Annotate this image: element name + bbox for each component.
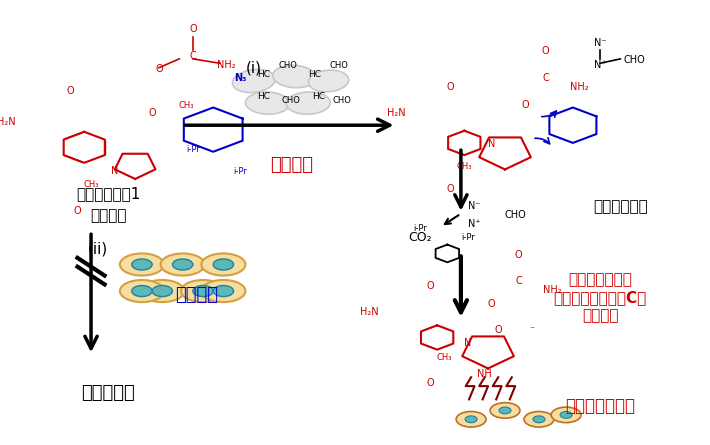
Text: N⁺: N⁺ [468,219,481,229]
Text: N₃: N₃ [234,73,246,83]
Text: N⁺: N⁺ [594,60,606,70]
Text: CO₂: CO₂ [408,231,432,244]
Text: O: O [488,299,496,308]
Text: C: C [190,51,196,61]
Text: N: N [111,166,119,176]
Ellipse shape [246,92,290,114]
Ellipse shape [181,280,225,302]
Ellipse shape [499,407,511,414]
Text: CH₃: CH₃ [83,180,99,189]
Text: 抗がん活性分子: 抗がん活性分子 [568,272,632,287]
Text: ジアゾ化合物: ジアゾ化合物 [593,199,648,214]
Text: O: O [67,86,75,96]
Text: N⁻: N⁻ [468,201,481,211]
Ellipse shape [524,412,554,427]
Text: がん細胞を殺す: がん細胞を殺す [565,397,635,415]
Ellipse shape [132,286,152,296]
Ellipse shape [141,280,185,302]
Text: NH: NH [477,369,492,379]
Text: O: O [447,183,454,194]
Text: (ii): (ii) [88,242,108,256]
Text: プロドラッグ1: プロドラッグ1 [76,186,140,201]
Text: 毒性なし: 毒性なし [89,208,126,223]
Text: 反応しない: 反応しない [81,384,135,402]
Ellipse shape [490,403,520,418]
Ellipse shape [465,416,477,423]
Ellipse shape [202,254,246,275]
Text: O: O [447,82,454,92]
Text: HC: HC [312,92,325,101]
Text: NH₂: NH₂ [570,82,589,92]
Text: HC: HC [308,69,322,79]
Text: CHO: CHO [333,96,351,105]
Ellipse shape [456,412,486,427]
Text: N: N [464,338,471,348]
Text: CHO: CHO [623,55,645,65]
Text: O: O [427,378,435,388]
Text: i-Pr: i-Pr [186,145,200,154]
Text: NH₂: NH₂ [217,60,236,70]
Text: NH₂: NH₂ [543,285,562,295]
Ellipse shape [213,286,234,296]
Text: CH₃: CH₃ [436,352,452,362]
Text: O: O [189,24,197,34]
Ellipse shape [551,407,581,423]
Text: CHO: CHO [329,61,348,70]
Text: C: C [542,73,549,83]
Ellipse shape [202,280,246,302]
Ellipse shape [120,254,164,275]
Text: C: C [515,276,522,287]
Text: i-Pr: i-Pr [234,167,247,176]
Text: 正常細胞: 正常細胞 [175,287,218,304]
Text: 毒性示す: 毒性示す [581,308,618,323]
Text: HC: HC [258,69,271,79]
Text: ⁻: ⁻ [530,325,535,335]
Ellipse shape [308,70,349,92]
Text: H₂N: H₂N [0,117,16,127]
Text: H₂N: H₂N [360,307,378,317]
Ellipse shape [286,92,330,114]
Text: O: O [427,281,435,291]
Ellipse shape [173,259,193,270]
Text: O: O [542,46,550,57]
Text: がん細胞: がん細胞 [270,156,312,174]
Ellipse shape [560,412,572,418]
Ellipse shape [120,280,164,302]
Ellipse shape [152,286,173,296]
Text: O: O [148,109,156,118]
Text: O: O [74,206,81,216]
Text: （マイトマイシンC）: （マイトマイシンC） [553,290,647,305]
Ellipse shape [273,65,317,88]
Text: N: N [488,139,495,150]
Text: (i): (i) [246,60,262,75]
Text: CH₃: CH₃ [178,101,194,109]
Text: O: O [494,325,502,335]
Text: i-Pr: i-Pr [461,233,474,242]
Text: H₂N: H₂N [387,109,405,118]
Ellipse shape [232,69,275,93]
Text: O: O [515,250,523,260]
Text: N⁻: N⁻ [594,38,606,48]
Text: i-Pr: i-Pr [413,224,427,233]
Text: HC: HC [258,92,271,101]
Ellipse shape [193,286,213,296]
Ellipse shape [132,259,152,270]
Text: O: O [522,100,529,109]
Ellipse shape [213,259,234,270]
Ellipse shape [160,254,204,275]
Text: CH₃: CH₃ [457,162,472,171]
Text: CHO: CHO [282,96,300,105]
Text: CHO: CHO [278,61,297,70]
Ellipse shape [533,416,545,423]
Text: CHO: CHO [504,210,526,220]
Text: O: O [155,64,163,74]
